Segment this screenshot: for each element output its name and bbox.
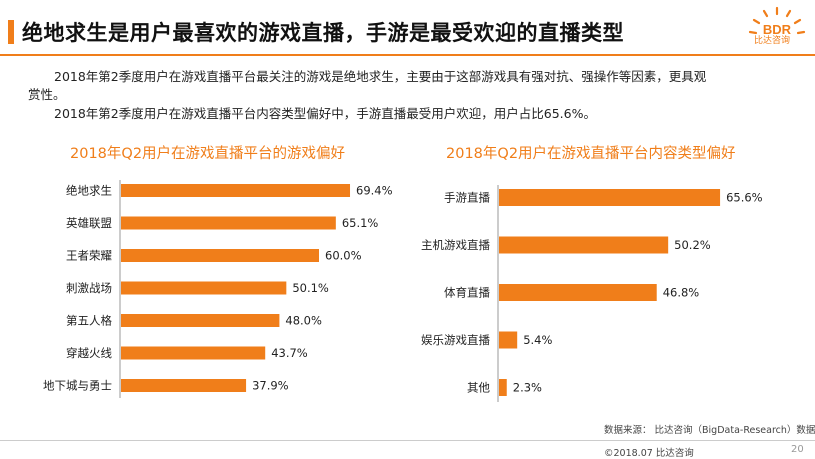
category-label: 绝地求生 xyxy=(66,184,112,198)
value-label: 37.9% xyxy=(252,379,289,393)
value-label: 48.0% xyxy=(285,314,322,328)
logo-text: BDR xyxy=(763,22,792,37)
bar xyxy=(499,236,669,254)
paragraph-1-line-2: 赏性。 xyxy=(28,87,66,102)
footer-copyright: ©2018.07 比达咨询 xyxy=(604,448,694,459)
bar xyxy=(121,216,336,230)
bar xyxy=(121,314,280,327)
game-preference-chart: 绝地求生 69.4% 英雄联盟 65.1% 王者荣耀 60.0% 刺激战场 50.1% 第五人格… xyxy=(43,180,393,398)
value-label: 2.3% xyxy=(513,381,542,395)
data-source: 数据来源： 比达咨询（BigData-Research）数据中心 xyxy=(604,425,815,436)
bar xyxy=(121,249,319,262)
header-rule xyxy=(0,54,815,56)
value-label: 69.4% xyxy=(356,184,393,198)
value-label: 65.1% xyxy=(342,216,379,230)
bar xyxy=(121,184,351,197)
bar xyxy=(499,379,507,396)
category-label: 手游直播 xyxy=(444,191,490,205)
category-label: 娱乐游戏直播 xyxy=(421,333,490,347)
category-label: 英雄联盟 xyxy=(66,216,112,230)
right-chart-title: 2018年Q2用户在游戏直播平台内容类型偏好 xyxy=(446,146,736,162)
content-type-preference-chart: 手游直播 65.6% 主机游戏直播 50.2% 体育直播 46.8% 娱乐游戏直播 5.4% 其… xyxy=(421,185,763,402)
category-label: 第五人格 xyxy=(66,314,112,328)
paragraph-1-line-1: 2018年第2季度用户在游戏直播平台最关注的游戏是绝地求生，主要由于这部游戏具有… xyxy=(54,69,707,84)
bar xyxy=(499,284,657,301)
paragraph-2: 2018年第2季度用户在游戏直播平台内容类型偏好中，手游直播最受用户欢迎，用户占… xyxy=(54,106,596,121)
value-label: 65.6% xyxy=(726,191,763,205)
bar xyxy=(499,331,518,349)
category-label: 主机游戏直播 xyxy=(421,238,490,252)
page-title: 绝地求生是用户最喜欢的游戏直播，手游是最受欢迎的直播类型 xyxy=(22,21,624,45)
value-label: 60.0% xyxy=(325,249,362,263)
value-label: 5.4% xyxy=(523,333,552,347)
category-label: 穿越火线 xyxy=(66,346,112,360)
bar xyxy=(121,346,266,360)
category-label: 地下城与勇士 xyxy=(43,379,112,393)
page-number: 20 xyxy=(791,444,804,455)
category-label: 刺激战场 xyxy=(66,281,112,295)
bar xyxy=(121,281,287,295)
value-label: 50.1% xyxy=(292,281,329,295)
bar xyxy=(121,379,247,392)
value-label: 46.8% xyxy=(663,286,700,300)
category-label: 体育直播 xyxy=(444,286,490,300)
bdr-logo-icon: BDR xyxy=(748,6,806,37)
category-label: 其他 xyxy=(467,381,490,395)
value-label: 50.2% xyxy=(674,238,711,252)
category-label: 王者荣耀 xyxy=(66,249,112,263)
value-label: 43.7% xyxy=(271,346,308,360)
footer-rule xyxy=(0,440,815,441)
bar xyxy=(499,189,721,206)
logo-subtext: 比达咨询 xyxy=(754,36,791,46)
left-chart-title: 2018年Q2用户在游戏直播平台的游戏偏好 xyxy=(70,146,346,162)
title-accent-bar xyxy=(8,20,14,44)
